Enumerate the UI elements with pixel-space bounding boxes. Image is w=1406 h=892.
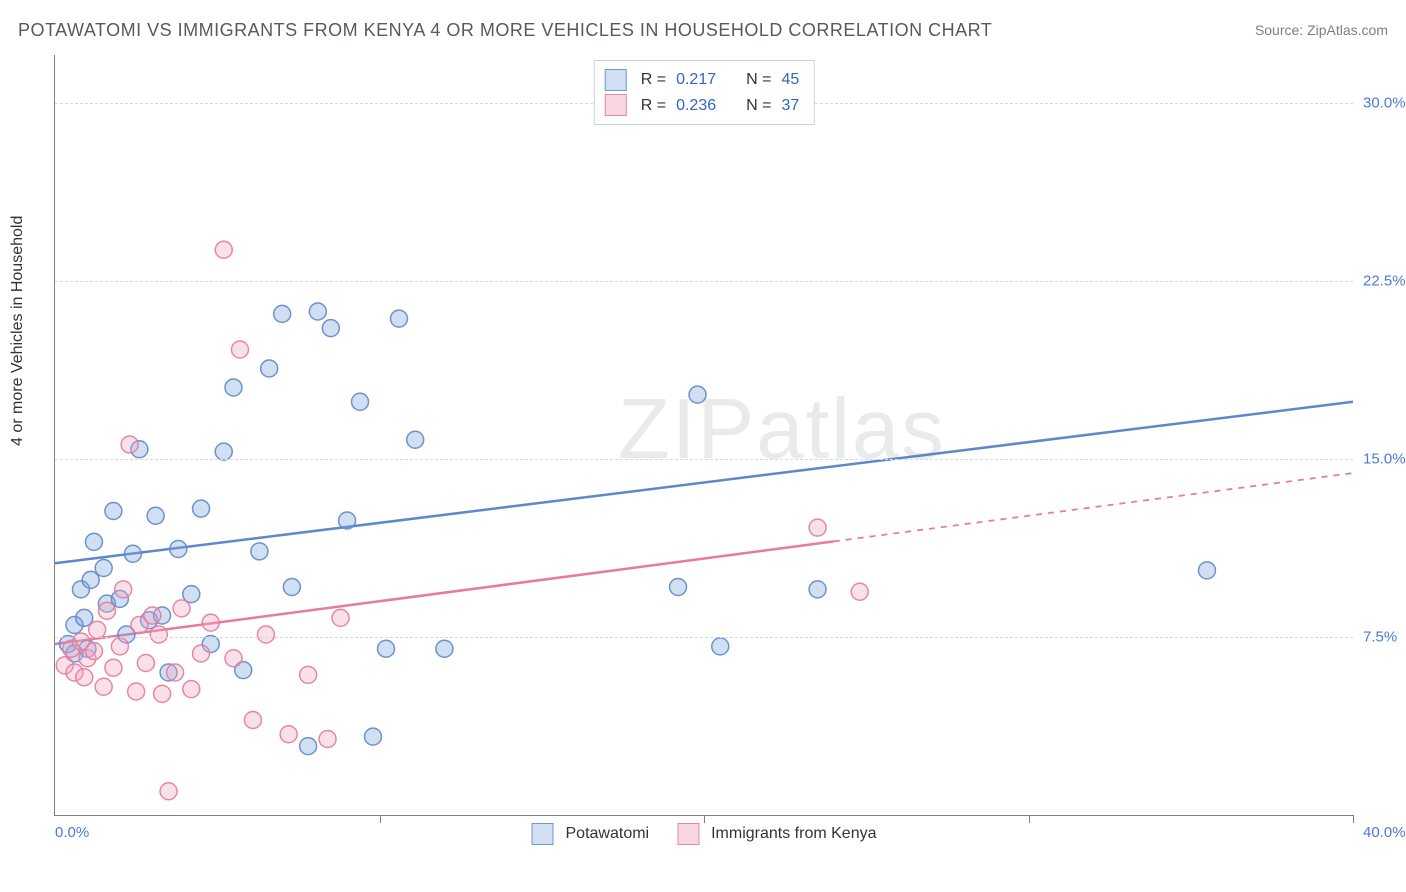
y-tick-label: 22.5%: [1363, 272, 1406, 289]
legend-row-1: R = 0.217 N = 45: [605, 67, 800, 93]
y-axis-label: 4 or more Vehicles in Household: [9, 216, 27, 446]
data-point: [160, 783, 177, 800]
n-value: 37: [781, 93, 799, 119]
scatter-points-layer: [55, 55, 1353, 815]
data-point: [150, 626, 167, 643]
data-point: [1198, 562, 1215, 579]
swatch-icon: [605, 94, 627, 116]
r-label: R =: [641, 67, 666, 93]
data-point: [300, 738, 317, 755]
data-point: [111, 638, 128, 655]
data-point: [300, 666, 317, 683]
data-point: [244, 712, 261, 729]
r-label: R =: [641, 93, 666, 119]
legend-item-2: Immigrants from Kenya: [677, 823, 876, 845]
data-point: [95, 560, 112, 577]
gridline: [55, 637, 1353, 638]
n-label: N =: [746, 67, 771, 93]
data-point: [339, 512, 356, 529]
x-tick-mark: [380, 815, 381, 823]
chart-title: POTAWATOMI VS IMMIGRANTS FROM KENYA 4 OR…: [18, 20, 992, 41]
data-point: [128, 683, 145, 700]
data-point: [85, 533, 102, 550]
data-point: [670, 579, 687, 596]
x-tick-min: 0.0%: [55, 824, 89, 841]
data-point: [283, 579, 300, 596]
y-tick-label: 15.0%: [1363, 450, 1406, 467]
data-point: [851, 583, 868, 600]
data-point: [144, 607, 161, 624]
y-tick-label: 7.5%: [1363, 628, 1397, 645]
data-point: [257, 626, 274, 643]
data-point: [137, 655, 154, 672]
data-point: [280, 726, 297, 743]
data-point: [390, 310, 407, 327]
data-point: [124, 545, 141, 562]
data-point: [436, 640, 453, 657]
gridline: [55, 281, 1353, 282]
data-point: [202, 614, 219, 631]
swatch-icon: [532, 823, 554, 845]
data-point: [98, 602, 115, 619]
data-point: [115, 581, 132, 598]
data-point: [85, 643, 102, 660]
legend-label: Potawatomi: [566, 825, 650, 843]
data-point: [319, 731, 336, 748]
r-value: 0.217: [676, 67, 716, 93]
data-point: [261, 360, 278, 377]
plot-area: ZIPatlas R = 0.217 N = 45 R = 0.236 N = …: [54, 55, 1353, 816]
data-point: [689, 386, 706, 403]
data-point: [332, 609, 349, 626]
series-legend: Potawatomi Immigrants from Kenya: [532, 823, 877, 845]
data-point: [147, 507, 164, 524]
x-tick-mark: [1029, 815, 1030, 823]
data-point: [809, 581, 826, 598]
y-tick-label: 30.0%: [1363, 94, 1406, 111]
data-point: [193, 645, 210, 662]
data-point: [712, 638, 729, 655]
legend-row-2: R = 0.236 N = 37: [605, 93, 800, 119]
data-point: [121, 436, 138, 453]
data-point: [225, 650, 242, 667]
data-point: [173, 600, 190, 617]
n-label: N =: [746, 93, 771, 119]
swatch-icon: [605, 69, 627, 91]
source-name: ZipAtlas.com: [1307, 22, 1388, 38]
data-point: [105, 503, 122, 520]
data-point: [89, 621, 106, 638]
data-point: [215, 443, 232, 460]
data-point: [352, 393, 369, 410]
data-point: [377, 640, 394, 657]
legend-item-1: Potawatomi: [532, 823, 650, 845]
data-point: [170, 541, 187, 558]
data-point: [274, 305, 291, 322]
data-point: [95, 678, 112, 695]
data-point: [251, 543, 268, 560]
n-value: 45: [781, 67, 799, 93]
data-point: [193, 500, 210, 517]
data-point: [365, 728, 382, 745]
data-point: [322, 320, 339, 337]
data-point: [215, 241, 232, 258]
r-value: 0.236: [676, 93, 716, 119]
x-tick-max: 40.0%: [1363, 824, 1406, 841]
data-point: [225, 379, 242, 396]
swatch-icon: [677, 823, 699, 845]
data-point: [154, 685, 171, 702]
data-point: [231, 341, 248, 358]
data-point: [407, 431, 424, 448]
data-point: [167, 664, 184, 681]
source-label: Source:: [1255, 22, 1303, 38]
gridline: [55, 459, 1353, 460]
x-tick-mark: [1353, 815, 1354, 823]
source-attribution: Source: ZipAtlas.com: [1255, 22, 1388, 38]
data-point: [309, 303, 326, 320]
x-tick-mark: [704, 815, 705, 823]
data-point: [76, 669, 93, 686]
correlation-legend: R = 0.217 N = 45 R = 0.236 N = 37: [594, 60, 815, 125]
legend-label: Immigrants from Kenya: [711, 825, 876, 843]
data-point: [105, 659, 122, 676]
data-point: [809, 519, 826, 536]
data-point: [183, 681, 200, 698]
